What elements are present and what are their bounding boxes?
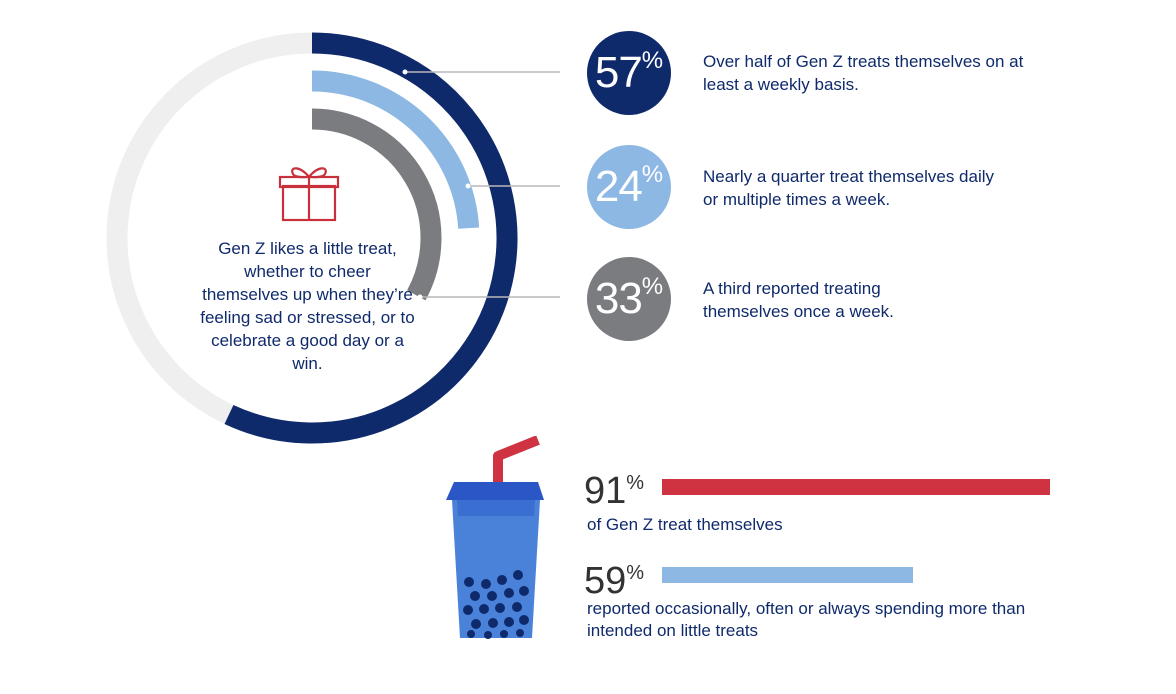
connector-dot [465, 183, 471, 189]
percent-sign: % [641, 161, 664, 188]
percent-sign: % [641, 47, 664, 74]
badge-daily-value: 24 [594, 162, 643, 211]
percent-sign: % [626, 472, 645, 494]
ring-daily [311, 70, 480, 229]
gift-icon [278, 167, 340, 222]
connector-dot [402, 69, 408, 75]
bar-treat [662, 479, 1050, 495]
bar-overspend-desc: reported occasionally, often or always s… [587, 599, 1026, 640]
connector-dot [417, 294, 423, 300]
badge-once-value: 33 [594, 274, 643, 323]
badge-weekly-value: 57 [594, 48, 643, 97]
percent-sign: % [626, 562, 645, 584]
badge-weekly: 57% [587, 31, 671, 115]
badge-once: 33% [587, 257, 671, 341]
radial-center-text: Gen Z likes a little treat, whether to c… [200, 239, 415, 373]
ring-once [311, 108, 442, 301]
bubble-tea-icon [446, 436, 544, 639]
badge-daily: 24% [587, 145, 671, 229]
bar-overspend-value-label: 59% [584, 562, 644, 600]
bar-treat-value-label: 91% [584, 472, 644, 510]
desc-weekly: Over half of Gen Z treats themselves on … [703, 52, 1024, 94]
bar-overspend-value: 59 [584, 560, 627, 602]
bar-treat-desc: of Gen Z treat themselves [587, 515, 783, 534]
desc-daily: Nearly a quarter treat themselves daily … [703, 167, 995, 209]
bar-treat-value: 91 [584, 470, 627, 512]
bar-overspend [662, 567, 914, 583]
percent-sign: % [641, 273, 664, 300]
desc-once: A third reported treating themselves onc… [703, 279, 894, 321]
radial-chart [106, 32, 560, 444]
